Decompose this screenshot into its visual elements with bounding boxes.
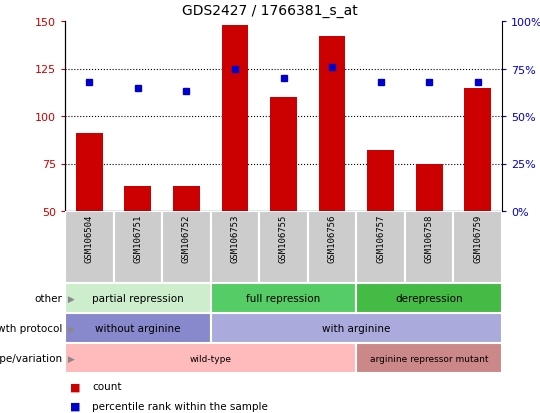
Text: ■: ■: [70, 381, 81, 391]
Bar: [416, 164, 442, 211]
Text: GSM106753: GSM106753: [231, 214, 239, 262]
Text: wild-type: wild-type: [190, 354, 232, 363]
Bar: [367, 151, 394, 211]
Bar: [356, 343, 502, 373]
Bar: [65, 343, 356, 373]
Bar: [356, 211, 405, 283]
Bar: [211, 211, 259, 283]
Bar: [76, 134, 103, 211]
Bar: [319, 37, 346, 211]
Bar: [173, 187, 200, 211]
Bar: [308, 211, 356, 283]
Text: percentile rank within the sample: percentile rank within the sample: [92, 401, 268, 411]
Bar: [259, 211, 308, 283]
Text: GSM106759: GSM106759: [473, 214, 482, 262]
Text: ▶: ▶: [65, 324, 75, 333]
Text: ■: ■: [70, 401, 81, 411]
Bar: [464, 88, 491, 211]
Bar: [162, 211, 211, 283]
Text: GSM106756: GSM106756: [328, 214, 336, 262]
Bar: [211, 283, 356, 313]
Text: arginine repressor mutant: arginine repressor mutant: [370, 354, 488, 363]
Bar: [356, 283, 502, 313]
Text: without arginine: without arginine: [95, 323, 180, 333]
Bar: [454, 211, 502, 283]
Text: genotype/variation: genotype/variation: [0, 353, 62, 363]
Text: derepression: derepression: [395, 293, 463, 303]
Text: other: other: [35, 293, 62, 303]
Bar: [270, 98, 297, 211]
Bar: [125, 187, 151, 211]
Bar: [211, 313, 502, 343]
Text: with arginine: with arginine: [322, 323, 390, 333]
Text: ▶: ▶: [65, 294, 75, 303]
Text: ▶: ▶: [65, 354, 75, 363]
Bar: [405, 211, 454, 283]
Bar: [65, 211, 113, 283]
Text: full repression: full repression: [246, 293, 321, 303]
Text: GSM106752: GSM106752: [182, 214, 191, 262]
Text: GSM106751: GSM106751: [133, 214, 143, 262]
Text: GSM106758: GSM106758: [424, 214, 434, 262]
Bar: [65, 313, 211, 343]
Text: GSM106504: GSM106504: [85, 214, 94, 262]
Bar: [221, 26, 248, 211]
Text: count: count: [92, 381, 122, 391]
Text: GSM106757: GSM106757: [376, 214, 385, 262]
Text: growth protocol: growth protocol: [0, 323, 62, 333]
Text: partial repression: partial repression: [92, 293, 184, 303]
Bar: [113, 211, 162, 283]
Text: GSM106755: GSM106755: [279, 214, 288, 262]
Text: GDS2427 / 1766381_s_at: GDS2427 / 1766381_s_at: [182, 4, 358, 18]
Bar: [65, 283, 211, 313]
